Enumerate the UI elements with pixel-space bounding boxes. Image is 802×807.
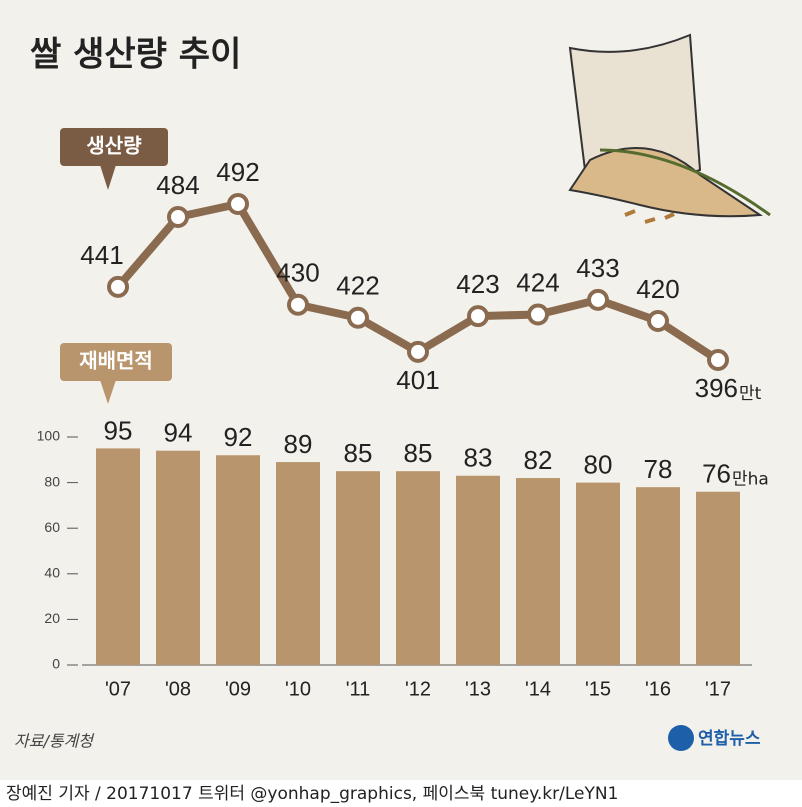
point <box>287 293 309 316</box>
bar-value-label: 89 <box>284 429 313 459</box>
unit-label: 만ha <box>732 470 769 490</box>
point-value-label: 422 <box>336 271 379 301</box>
bar <box>576 482 620 665</box>
bar-value-label: 92 <box>224 422 253 452</box>
point <box>707 349 729 371</box>
y-tick-label: 80 <box>44 473 60 489</box>
point <box>347 306 369 329</box>
point <box>407 340 429 363</box>
point-value-label: 441 <box>80 240 123 270</box>
line-label-box <box>60 128 168 190</box>
credit: 장예진 기자 / 20171017 트위터 @yonhap_graphics, … <box>6 784 618 804</box>
y-tick-label: 100 <box>37 428 61 444</box>
bar <box>336 471 380 665</box>
bar <box>636 487 680 665</box>
point <box>647 310 669 332</box>
x-tick-label: '08 <box>165 678 191 700</box>
x-tick-label: '17 <box>705 678 731 700</box>
x-tick-label: '15 <box>585 678 611 700</box>
y-tick-label: 20 <box>44 610 60 626</box>
x-tick-label: '09 <box>225 678 251 700</box>
bar <box>396 471 440 665</box>
x-tick-label: '14 <box>525 678 551 700</box>
bar-value-label: 83 <box>464 443 493 473</box>
point <box>587 288 609 311</box>
x-tick-label: '16 <box>645 678 671 700</box>
point-value-label: 424 <box>516 267 559 297</box>
line-label: 생산량 <box>86 134 142 158</box>
bar-value-label: 78 <box>644 454 673 484</box>
bar <box>516 478 560 665</box>
logo-icon <box>668 725 694 751</box>
logo: 연합뉴스 <box>698 728 761 749</box>
point <box>467 305 489 328</box>
bar <box>276 462 320 665</box>
point <box>527 303 549 326</box>
bar-value-label: 82 <box>524 445 553 475</box>
x-tick-label: '10 <box>285 678 311 700</box>
bar <box>216 455 260 665</box>
x-tick-label: '12 <box>405 678 431 700</box>
bar-value-label: 85 <box>344 438 373 468</box>
point <box>167 206 189 228</box>
point-value-label: 433 <box>576 253 619 283</box>
chart-title: 쌀 생산량 추이 <box>30 35 241 75</box>
bar-value-label: 85 <box>404 438 433 468</box>
bar-label: 재배면적 <box>79 349 153 373</box>
y-tick-label: 60 <box>44 519 60 535</box>
point-value-label: 430 <box>276 258 319 288</box>
bar-value-label: 94 <box>164 418 193 448</box>
bar-label-box <box>60 343 172 404</box>
x-tick-label: '13 <box>465 678 491 700</box>
bar-value-label: 76 <box>702 459 731 489</box>
bar-value-label: 80 <box>584 449 613 479</box>
bar-value-label: 95 <box>104 415 133 445</box>
point-value-label: 423 <box>456 269 499 299</box>
point-value-label: 396 <box>695 373 738 403</box>
point-value-label: 401 <box>396 365 439 395</box>
footer-band <box>0 780 802 807</box>
x-tick-label: '11 <box>346 678 371 700</box>
point-value-label: 420 <box>636 274 679 304</box>
source: 자료/통계청 <box>14 732 95 751</box>
x-tick-label: '07 <box>105 678 131 700</box>
y-tick-label: 0 <box>52 656 60 672</box>
unit-label: 만t <box>739 384 762 404</box>
point <box>107 275 129 298</box>
illustration <box>568 33 771 224</box>
bar <box>156 450 200 665</box>
y-tick-label: 40 <box>44 565 60 581</box>
bar <box>96 448 140 665</box>
bar <box>696 491 740 665</box>
point-value-label: 484 <box>156 170 199 200</box>
point <box>227 193 249 215</box>
point-value-label: 492 <box>216 157 259 187</box>
bar <box>456 475 500 665</box>
